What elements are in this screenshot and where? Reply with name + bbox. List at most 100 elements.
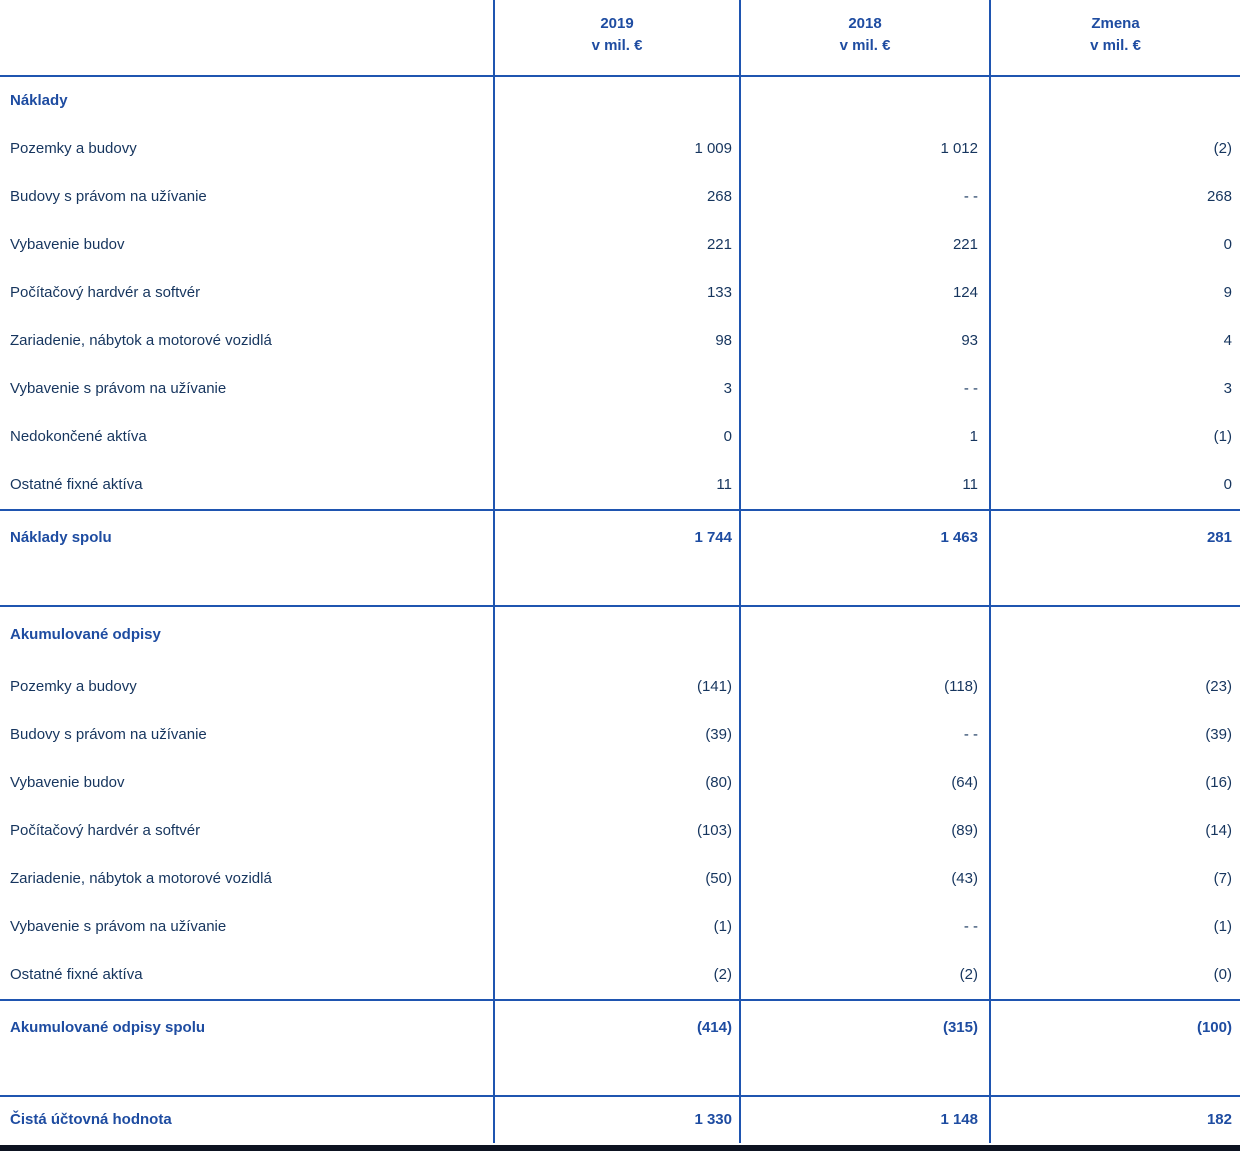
net-book-value-row: Čistá účtovná hodnota 1 330 1 148 182 (0, 1097, 1240, 1143)
value-2019: 1 009 (694, 140, 732, 157)
value-2018: (89) (951, 822, 978, 839)
row-label: Vybavenie budov (10, 774, 125, 791)
value-change: (14) (1205, 822, 1232, 839)
value-change: (1) (1213, 918, 1232, 935)
unit-label: v mil. € (839, 37, 891, 54)
value-2018: - - (963, 380, 978, 397)
column-divider-1 (493, 0, 495, 1143)
row-label: Počítačový hardvér a softvér (10, 822, 201, 839)
value-2019: 11 (716, 476, 732, 493)
table-row: Pozemky a budovy 1 009 1 012 (2) (0, 125, 1240, 173)
divider-line (0, 1095, 1240, 1097)
total-row-naklady: Náklady spolu 1 744 1 463 281 (0, 511, 1240, 605)
value-2019: 98 (715, 332, 732, 349)
section-header-naklady: Náklady (10, 92, 68, 109)
value-2018: 93 (961, 332, 978, 349)
column-header-zmena: Zmena v mil. € (991, 0, 1240, 75)
table-row: Počítačový hardvér a softvér (103) (89) … (0, 807, 1240, 855)
table-row: Vybavenie budov (80) (64) (16) (0, 759, 1240, 807)
value-change: 3 (1223, 380, 1232, 397)
table-row: Nedokončené aktíva 0 1 (1) (0, 413, 1240, 461)
row-label: Zariadenie, nábytok a motorové vozidlá (10, 332, 272, 349)
net-2018: 1 148 (940, 1111, 978, 1128)
value-2018: 1 (969, 428, 978, 445)
value-change: 9 (1223, 284, 1232, 301)
row-label: Vybavenie s právom na užívanie (10, 918, 227, 935)
value-2019: 0 (723, 428, 732, 445)
total-2019: 1 744 (694, 529, 732, 546)
divider-line (0, 605, 1240, 607)
value-change: (39) (1205, 726, 1232, 743)
row-label: Budovy s právom na užívanie (10, 726, 207, 743)
table-row: Zariadenie, nábytok a motorové vozidlá (… (0, 855, 1240, 903)
value-change: (16) (1205, 774, 1232, 791)
value-change: 0 (1223, 476, 1232, 493)
row-label: Ostatné fixné aktíva (10, 966, 143, 983)
table-row: Ostatné fixné aktíva 11 11 0 (0, 461, 1240, 509)
divider-line (0, 999, 1240, 1001)
bottom-border (0, 1145, 1240, 1151)
value-2018: (43) (951, 870, 978, 887)
value-2019: 221 (706, 236, 732, 253)
section-header-row: Akumulované odpisy (0, 607, 1240, 663)
column-divider-2 (739, 0, 741, 1143)
value-2019: (141) (696, 678, 732, 695)
row-label: Vybavenie budov (10, 236, 125, 253)
unit-label: v mil. € (591, 37, 643, 54)
net-change: 182 (1206, 1111, 1232, 1128)
total-row-odpisy: Akumulované odpisy spolu (414) (315) (10… (0, 1001, 1240, 1095)
value-2018: (64) (951, 774, 978, 791)
section-header-row: Náklady (0, 77, 1240, 125)
value-2018: 1 012 (940, 140, 978, 157)
header-divider-line (0, 75, 1240, 77)
row-label: Pozemky a budovy (10, 140, 137, 157)
value-change: (2) (1213, 140, 1232, 157)
value-2018: (118) (944, 678, 978, 695)
total-2018: (315) (942, 1019, 978, 1036)
table-body: Náklady Pozemky a budovy 1 009 1 012 (2)… (0, 77, 1240, 1143)
value-2019: (50) (705, 870, 732, 887)
value-change: (1) (1213, 428, 1232, 445)
row-label: Vybavenie s právom na užívanie (10, 380, 227, 397)
table-row: Vybavenie s právom na užívanie (1) - - (… (0, 903, 1240, 951)
value-2018: (2) (959, 966, 978, 983)
value-change: 4 (1223, 332, 1232, 349)
value-2019: (80) (705, 774, 732, 791)
year-label: 2018 (848, 15, 882, 32)
table-row: Počítačový hardvér a softvér 133 124 9 (0, 269, 1240, 317)
value-2018: 124 (952, 284, 978, 301)
value-change: (7) (1213, 870, 1232, 887)
row-label: Pozemky a budovy (10, 678, 137, 695)
total-2019: (414) (696, 1019, 732, 1036)
total-label: Náklady spolu (10, 529, 112, 546)
value-2019: (103) (696, 822, 732, 839)
table-row: Vybavenie s právom na užívanie 3 - - 3 (0, 365, 1240, 413)
value-change: 268 (1206, 188, 1232, 205)
value-2018: 221 (952, 236, 978, 253)
total-change: (100) (1196, 1019, 1232, 1036)
column-header-2018: 2018 v mil. € (741, 0, 989, 75)
table-row: Zariadenie, nábytok a motorové vozidlá 9… (0, 317, 1240, 365)
value-2018: - - (963, 188, 978, 205)
table-row: Vybavenie budov 221 221 0 (0, 221, 1240, 269)
row-label: Zariadenie, nábytok a motorové vozidlá (10, 870, 272, 887)
table-row: Budovy s právom na užívanie 268 - - 268 (0, 173, 1240, 221)
table-row: Pozemky a budovy (141) (118) (23) (0, 663, 1240, 711)
net-2019: 1 330 (694, 1111, 732, 1128)
net-label: Čistá účtovná hodnota (10, 1111, 172, 1128)
value-2018: - - (963, 726, 978, 743)
total-2018: 1 463 (940, 529, 978, 546)
value-change: (0) (1213, 966, 1232, 983)
divider-line (0, 509, 1240, 511)
value-change: 0 (1223, 236, 1232, 253)
value-2019: (39) (705, 726, 732, 743)
value-2019: 268 (706, 188, 732, 205)
total-label: Akumulované odpisy spolu (10, 1019, 206, 1036)
row-label: Ostatné fixné aktíva (10, 476, 143, 493)
column-header-2019: 2019 v mil. € (494, 0, 740, 75)
row-label: Počítačový hardvér a softvér (10, 284, 201, 301)
section-header-odpisy: Akumulované odpisy (10, 626, 161, 643)
value-change: (23) (1205, 678, 1232, 695)
row-label: Budovy s právom na užívanie (10, 188, 207, 205)
